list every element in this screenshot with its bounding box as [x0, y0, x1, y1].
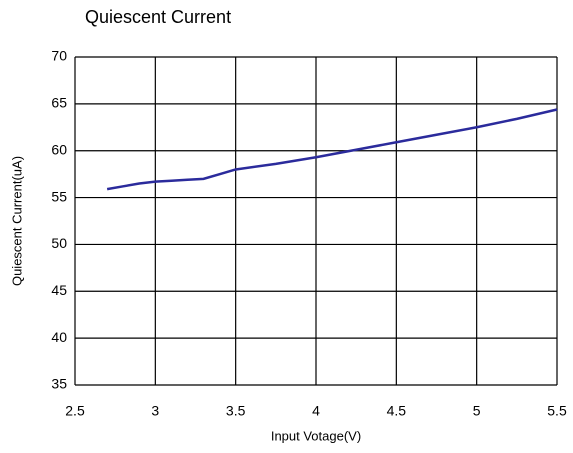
y-tick-label: 70	[51, 48, 67, 64]
y-tick-label: 65	[51, 95, 67, 111]
y-tick-label: 35	[51, 376, 67, 392]
chart-title: Quiescent Current	[85, 7, 231, 27]
x-tick-label: 3.5	[226, 403, 246, 419]
x-tick-label: 5	[473, 403, 481, 419]
y-tick-label: 45	[51, 282, 67, 298]
x-tick-label: 5.5	[547, 403, 567, 419]
y-tick-label: 55	[51, 188, 67, 204]
x-tick-label: 4	[312, 403, 320, 419]
y-tick-label: 60	[51, 141, 67, 157]
x-tick-label: 4.5	[387, 403, 407, 419]
x-axis-label: Input Votage(V)	[271, 428, 361, 443]
x-tick-label: 2.5	[65, 403, 85, 419]
y-tick-label: 40	[51, 329, 67, 345]
data-line	[106, 108, 558, 191]
x-tick-label: 3	[151, 403, 159, 419]
y-axis-label: Quiescent Current(uA)	[9, 156, 24, 286]
y-tick-label: 50	[51, 235, 67, 251]
